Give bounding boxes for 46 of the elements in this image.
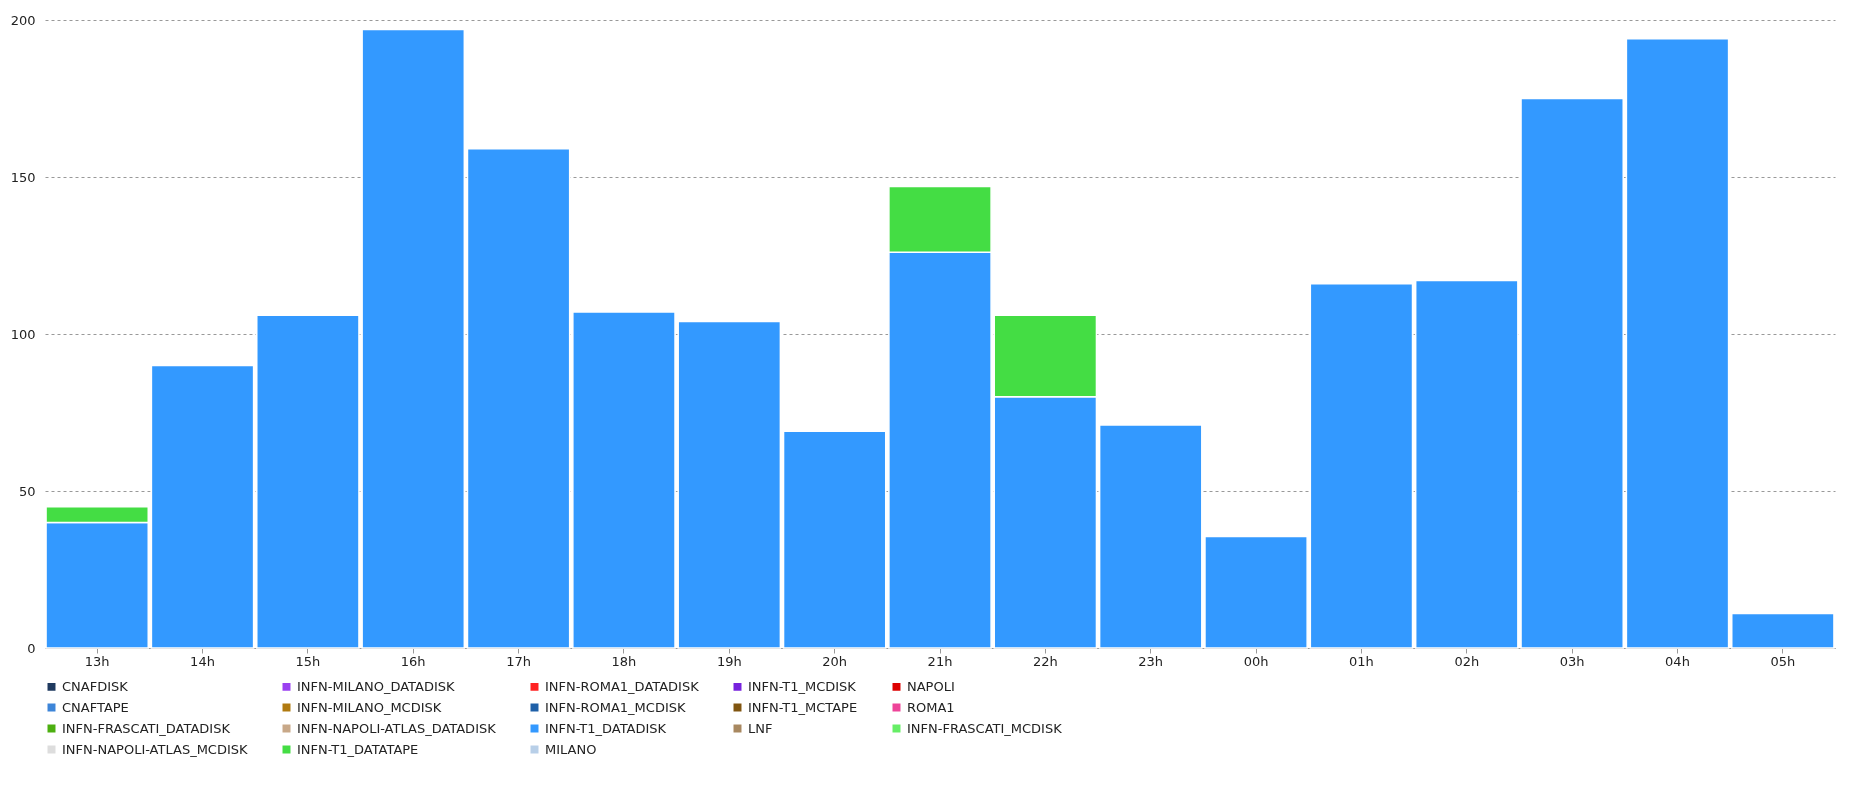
bar: [150, 364, 255, 649]
x-tick-label: 00h: [1243, 653, 1269, 669]
bar: [1309, 283, 1414, 649]
x-tick-label: 04h: [1665, 653, 1690, 669]
legend-label: INFN-T1_MCTAPE: [748, 699, 858, 715]
x-tick-label: 05h: [1770, 653, 1796, 669]
legend-label: ROMA1: [907, 699, 955, 715]
y-tick-label: 100: [10, 326, 36, 342]
x-tick-label: 16h: [400, 653, 426, 669]
legend-label: INFN-T1_MCDISK: [748, 678, 857, 694]
y-tick-label: 200: [10, 12, 36, 28]
legend-label: NAPOLI: [907, 678, 955, 694]
legend-label: INFN-ROMA1_DATADISK: [545, 678, 700, 694]
bar: [1625, 38, 1730, 649]
x-tick-label: 03h: [1559, 653, 1585, 669]
x-tick-label: 14h: [190, 653, 215, 669]
x-tick-label: 23h: [1138, 653, 1164, 669]
legend-label: INFN-T1_DATADISK: [545, 720, 667, 736]
legend-label: INFN-FRASCATI_MCDISK: [907, 720, 1063, 736]
bar: [1731, 612, 1835, 649]
y-tick-label: 0: [27, 640, 36, 656]
y-tick-label: 150: [10, 169, 36, 185]
x-tick-label: 15h: [295, 653, 321, 669]
legend-label: INFN-MILANO_DATADISK: [297, 678, 455, 694]
x-tick-label: 01h: [1349, 653, 1374, 669]
legend-label: INFN-T1_DATATAPE: [297, 741, 419, 757]
legend-label: CNAFDISK: [62, 678, 129, 694]
legend-label: CNAFTAPE: [62, 699, 129, 715]
legend-label: LNF: [748, 720, 773, 736]
legend-label: INFN-MILANO_MCDISK: [297, 699, 442, 715]
y-tick-label: 50: [18, 483, 36, 499]
legend-label: INFN-NAPOLI-ATLAS_DATADISK: [297, 720, 497, 736]
x-tick-label: 13h: [84, 653, 110, 669]
x-tick-label: 20h: [822, 653, 848, 669]
x-tick-label: 18h: [611, 653, 637, 669]
x-tick-label: 17h: [506, 653, 531, 669]
legend-label: INFN-FRASCATI_DATADISK: [62, 720, 231, 736]
x-tick-label: 22h: [1032, 653, 1058, 669]
legend-label: INFN-NAPOLI-ATLAS_MCDISK: [62, 741, 249, 757]
legend-label: INFN-ROMA1_MCDISK: [545, 699, 686, 715]
bar: [782, 430, 887, 649]
x-tick-label: 21h: [927, 653, 953, 669]
x-tick-label: 19h: [716, 653, 742, 669]
legend-label: MILANO: [545, 741, 597, 757]
x-tick-label: 02h: [1454, 653, 1480, 669]
bar: [466, 147, 571, 649]
